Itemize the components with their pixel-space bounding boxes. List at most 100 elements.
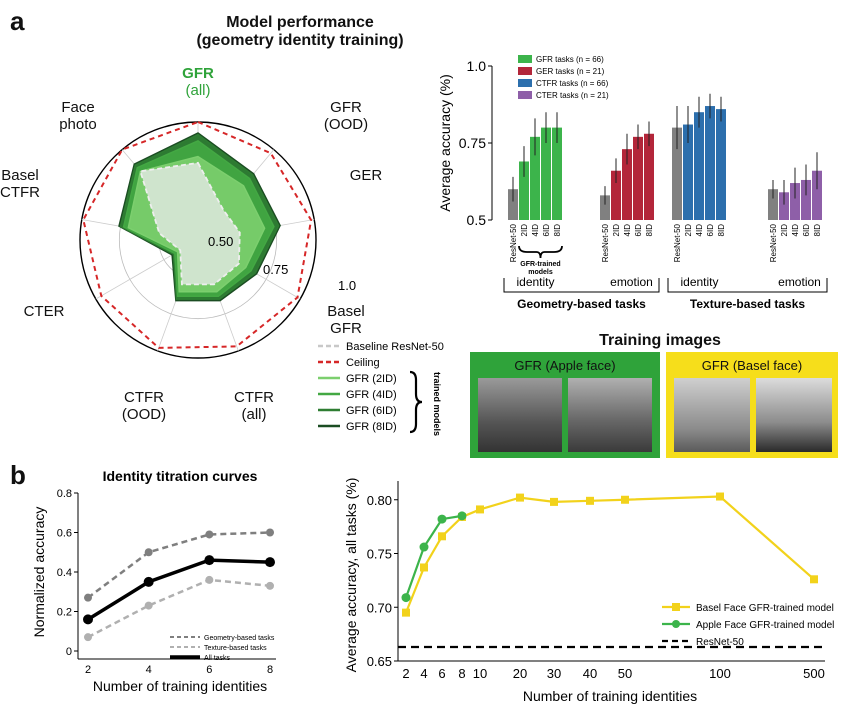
radar-title-line2: (geometry identity training) (196, 32, 404, 49)
titration-series-line (87, 578, 271, 639)
bar-mark (801, 179, 811, 220)
acc-series-line (404, 495, 815, 614)
radar-axis-label-line2: photo (59, 116, 97, 133)
acc-point-circle (437, 514, 447, 524)
radar-axis-label-line2: (all) (242, 406, 267, 423)
acc-legend-label: Basel Face GFR-trained model (696, 603, 834, 614)
acc-point-circle (401, 593, 411, 603)
bar-category-label: 4ID (791, 224, 800, 237)
acc-x-tick-label: 10 (473, 666, 487, 681)
bar-legend-label: CTFR tasks (n = 66) (536, 79, 609, 88)
radar-axis-label-line1: Face (61, 99, 94, 116)
acc-point-square (476, 505, 484, 514)
radar-legend-label: GFR (6ID) (346, 405, 397, 417)
titration-x-tick-label: 6 (206, 664, 212, 676)
accuracy-chart: 0.65 0.70 0.75 0.80 2 4 6 8 10 20 30 40 50 100 500 Numb… (343, 478, 834, 704)
titration-y-axis-label: Normalized accuracy (31, 507, 47, 638)
acc-x-tick-label: 50 (618, 666, 632, 681)
apple-face-label: GFR (Apple face) (514, 358, 616, 373)
bar-legend-label: CTER tasks (n = 21) (536, 91, 609, 100)
panel-a-label: a (10, 6, 25, 36)
titration-point (266, 581, 274, 590)
bar-category-label: ResNet-50 (509, 223, 518, 262)
acc-series-line (404, 514, 463, 598)
bar-category-label: 4ID (531, 224, 540, 237)
radar-ring-label: 1.0 (338, 278, 356, 293)
radar-axis-label-line2: CTFR (0, 184, 40, 201)
bar-sub-label: identity (516, 275, 554, 289)
bar-mark (622, 149, 632, 220)
acc-point-square (516, 493, 524, 502)
bar-mark (600, 195, 610, 220)
titration-x-tick-label: 8 (267, 664, 273, 676)
bar-category-label: ResNet-50 (673, 223, 682, 262)
titration-point (143, 576, 154, 587)
apple-face-photo-2 (568, 378, 652, 452)
bar-category-label: 8ID (645, 224, 654, 237)
bar-mark (812, 170, 822, 220)
bar-mark (683, 124, 693, 220)
radar-axis-label-line1: CTFR (234, 389, 274, 406)
bar-category-label: 6ID (542, 224, 551, 237)
bar-category-label: 8ID (813, 224, 822, 237)
titration-point (84, 593, 92, 602)
acc-legend-label: Apple Face GFR-trained model (696, 620, 834, 631)
bar-category-label: 8ID (717, 224, 726, 237)
titration-point (144, 548, 153, 557)
radar-title: Model performance (geometry identity tra… (170, 14, 430, 50)
bar-legend-swatch (518, 55, 532, 63)
bar-category-label: 2ID (520, 224, 529, 237)
radar-axis-label-line1: GFR (182, 65, 214, 82)
radar-series-ceiling (82, 120, 313, 349)
acc-point-square (621, 495, 629, 504)
basel-face-label: GFR (Basel face) (701, 358, 803, 373)
bar-category-label: 8ID (553, 224, 562, 237)
titration-series-line (87, 558, 271, 621)
radar-legend-label: Ceiling (346, 357, 380, 369)
bar-group-label: Texture-based tasks (690, 297, 805, 311)
bar-y-axis-label: Average accuracy (%) (437, 74, 453, 211)
bar-y-tick-label: 0.5 (467, 212, 487, 228)
bar-mark (672, 127, 682, 220)
titration-title: Identity titration curves (103, 468, 258, 484)
radar-legend-label: Baseline ResNet-50 (346, 341, 444, 353)
bar-sub-label: identity (680, 275, 718, 289)
bar-category-label: 6ID (634, 224, 643, 237)
radar-chart: 0.500.751.0GFR(all)GFR(OOD)GERBaselGFRCT… (0, 65, 444, 436)
bar-group-bracket (503, 278, 660, 293)
bar-legend-swatch (518, 79, 532, 87)
titration-point (83, 614, 93, 625)
acc-point-square (716, 492, 724, 501)
titration-point (265, 557, 275, 568)
apple-face-photo-1 (478, 378, 562, 452)
titration-y-tick-label: 0.6 (57, 528, 72, 540)
titration-point (266, 528, 274, 537)
radar-axis-label-line2: (all) (186, 82, 211, 99)
acc-x-tick-label: 8 (458, 666, 465, 681)
bar-legend-label: GER tasks (n = 21) (536, 67, 605, 76)
bar-mark (644, 133, 654, 220)
bar-category-label: 6ID (802, 224, 811, 237)
acc-x-tick-label: 100 (709, 666, 731, 681)
acc-x-tick-label: 2 (402, 666, 409, 681)
bar-mark (633, 136, 643, 220)
acc-x-tick-label: 6 (438, 666, 445, 681)
apple-face-panel: GFR (Apple face) (470, 352, 660, 458)
radar-ring-label: 0.75 (263, 262, 288, 277)
bar-legend-swatch (518, 91, 532, 99)
titration-point (84, 633, 92, 642)
acc-point-square (550, 497, 558, 506)
acc-point-square (810, 575, 818, 584)
bar-mark (508, 189, 518, 220)
bar-category-label: 6ID (706, 224, 715, 237)
titration-y-tick-label: 0.8 (57, 488, 72, 500)
acc-point-circle (457, 511, 467, 521)
acc-x-axis-label: Number of training identities (523, 688, 697, 704)
titration-legend-label: Geometry-based tasks (204, 635, 275, 642)
acc-x-tick-label: 30 (547, 666, 561, 681)
bar-mark (716, 109, 726, 220)
bar-brace (518, 245, 563, 259)
acc-x-tick-label: 500 (803, 666, 825, 681)
basel-face-photo-2 (756, 378, 832, 452)
bar-category-label: 2ID (780, 224, 789, 237)
